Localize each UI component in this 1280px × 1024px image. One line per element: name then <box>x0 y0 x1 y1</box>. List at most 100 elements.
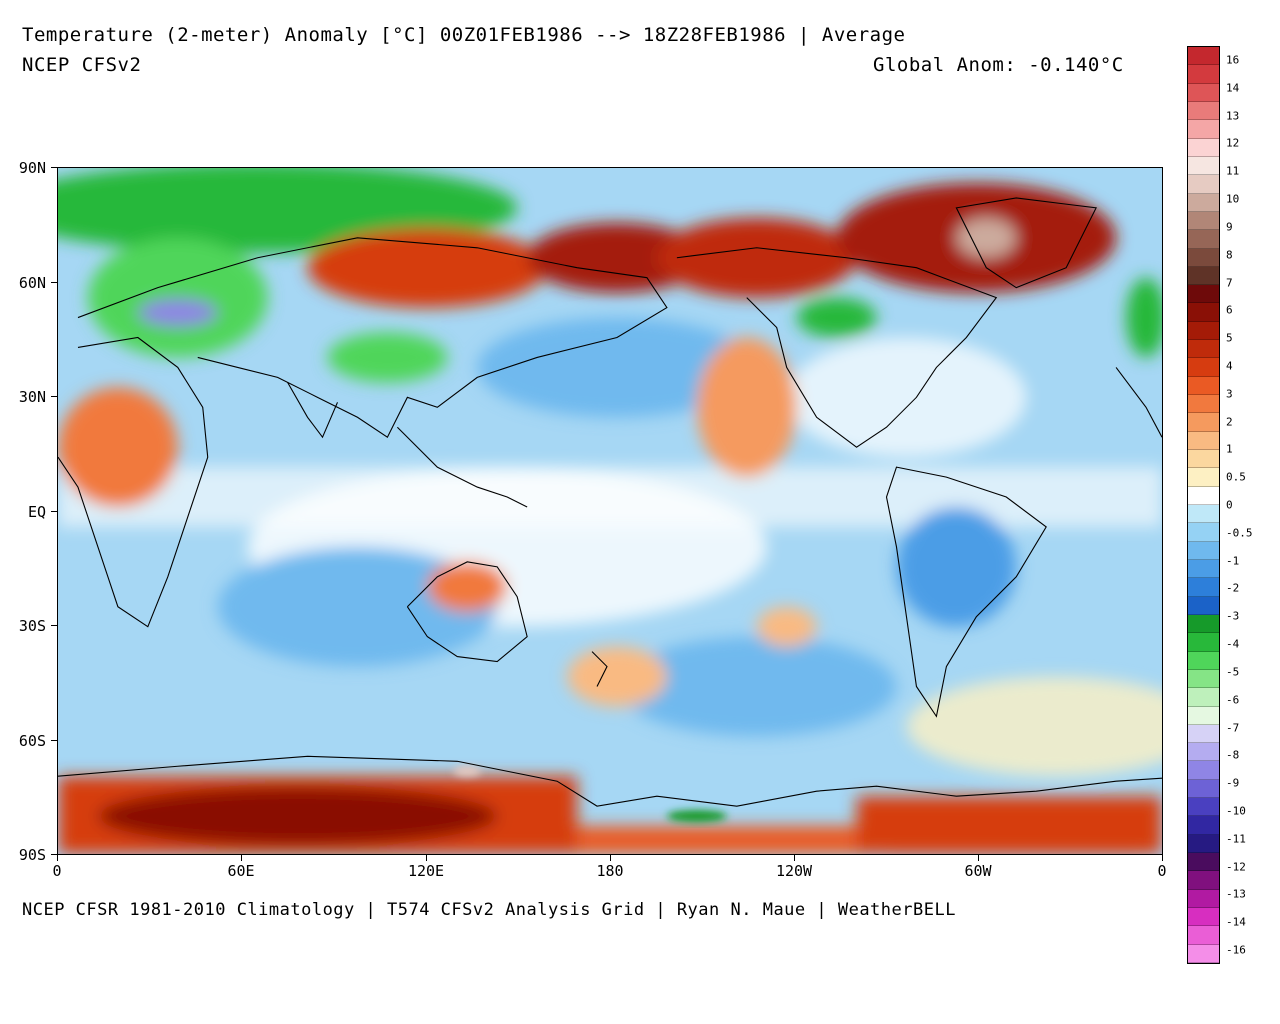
lat-label-60n: 60N <box>18 274 46 292</box>
colorbar-tick-label: -0.5 <box>1226 526 1253 540</box>
colorbar-segment <box>1188 248 1219 267</box>
colorbar-tick-label: -7 <box>1226 721 1240 734</box>
colorbar-segment <box>1188 706 1219 725</box>
colorbar-tick-label: -13 <box>1226 887 1246 901</box>
lon-tick <box>57 855 58 861</box>
lat-tick <box>51 625 57 626</box>
lon-label-60w: 60W <box>964 862 992 880</box>
colorbar-tick-label: -12 <box>1226 860 1246 874</box>
lon-tick <box>1162 855 1163 861</box>
colorbar-tick-label: 9 <box>1226 220 1233 234</box>
colorbar-segment <box>1188 395 1219 414</box>
colorbar-segment <box>1188 669 1219 689</box>
colorbar-segment <box>1188 83 1219 102</box>
colorbar-tick-label: 11 <box>1226 164 1240 178</box>
anomaly-field <box>58 168 1162 854</box>
colorbar-segment <box>1188 724 1219 744</box>
colorbar-segment <box>1188 908 1219 927</box>
colorbar-segment <box>1188 358 1219 377</box>
lat-label-90s: 90S <box>18 846 46 864</box>
colorbar-tick-label: 2 <box>1226 415 1233 429</box>
colorbar-segment <box>1188 450 1219 469</box>
colorbar-segment <box>1188 853 1219 872</box>
colorbar-segment <box>1188 376 1219 396</box>
lon-label-0-end: 0 <box>1157 862 1167 880</box>
colorbar-tick-label: -6 <box>1226 693 1240 707</box>
colorbar-segment <box>1188 798 1219 817</box>
colorbar-segment <box>1188 156 1219 176</box>
colorbar-tick-label: 6 <box>1226 303 1233 317</box>
colorbar-tick-label: 10 <box>1226 192 1240 206</box>
colorbar-tick-label: 1 <box>1226 442 1233 456</box>
lon-label-60e: 60E <box>227 862 255 880</box>
colorbar-segment <box>1188 468 1219 487</box>
colorbar-segment <box>1188 486 1219 505</box>
colorbar-segment <box>1188 889 1219 909</box>
colorbar-segment <box>1188 211 1219 231</box>
colorbar-segment <box>1188 926 1219 945</box>
lat-label-eq: EQ <box>27 503 46 521</box>
colorbar-tick-label: -14 <box>1226 915 1246 929</box>
colorbar-tick-label: -8 <box>1226 748 1240 762</box>
lon-tick <box>794 855 795 861</box>
colorbar-segment <box>1188 285 1219 304</box>
colorbar-tick-label: 3 <box>1226 387 1233 401</box>
colorbar-segment <box>1188 193 1219 212</box>
colorbar-tick-label: -11 <box>1226 832 1246 846</box>
colorbar-segment <box>1188 303 1219 322</box>
colorbar-legend <box>1187 46 1220 964</box>
colorbar-tick-label: 8 <box>1226 248 1233 262</box>
colorbar-segment <box>1188 175 1219 194</box>
colorbar-tick-label: 12 <box>1226 136 1240 150</box>
lat-label-60s: 60S <box>18 732 46 750</box>
map-title: Temperature (2-meter) Anomaly [°C] 00Z01… <box>22 24 906 46</box>
colorbar-segment <box>1188 321 1219 341</box>
colorbar-tick-label: -5 <box>1226 665 1240 679</box>
colorbar-segment <box>1188 761 1219 780</box>
colorbar-segment <box>1188 266 1219 286</box>
colorbar-segment <box>1188 431 1219 451</box>
colorbar-tick-label: -2 <box>1226 581 1240 595</box>
lat-label-30s: 30S <box>18 617 46 635</box>
colorbar-segment <box>1188 743 1219 762</box>
global-anomaly-readout: Global Anom: -0.140°C <box>873 54 1124 76</box>
colorbar-segment <box>1188 633 1219 652</box>
colorbar-tick-label: 4 <box>1226 359 1233 373</box>
lon-label-180: 180 <box>596 862 624 880</box>
lat-label-90n: 90N <box>18 159 46 177</box>
colorbar-tick-label: -10 <box>1226 804 1246 818</box>
colorbar-segment <box>1188 651 1219 670</box>
lat-tick <box>51 854 57 855</box>
lon-label-0: 0 <box>52 862 62 880</box>
colorbar-segment <box>1188 871 1219 890</box>
model-subtitle: NCEP CFSv2 <box>22 54 142 76</box>
colorbar-segment <box>1188 614 1219 634</box>
credits-footer: NCEP CFSR 1981-2010 Climatology | T574 C… <box>22 900 956 920</box>
colorbar-segment <box>1188 505 1219 524</box>
colorbar-segment <box>1188 138 1219 157</box>
lon-tick <box>610 855 611 861</box>
lat-label-30n: 30N <box>18 388 46 406</box>
colorbar-segment <box>1188 47 1219 66</box>
colorbar-tick-label: 5 <box>1226 331 1233 345</box>
lon-tick <box>978 855 979 861</box>
colorbar-segment <box>1188 541 1219 560</box>
colorbar-segment <box>1188 834 1219 854</box>
colorbar-segment <box>1188 230 1219 249</box>
colorbar-tick-label: -9 <box>1226 776 1240 790</box>
colorbar-segment <box>1188 65 1219 84</box>
colorbar-segment <box>1188 559 1219 579</box>
lat-tick <box>51 167 57 168</box>
colorbar-tick-label: -16 <box>1226 943 1246 957</box>
colorbar-segment <box>1188 944 1219 963</box>
lat-tick <box>51 282 57 283</box>
colorbar-segment <box>1188 578 1219 597</box>
colorbar-tick-label: 0 <box>1226 498 1233 512</box>
lon-label-120w: 120W <box>775 862 813 880</box>
colorbar-segment <box>1188 688 1219 707</box>
lat-tick <box>51 396 57 397</box>
lon-tick <box>426 855 427 861</box>
lon-tick <box>241 855 242 861</box>
colorbar-segment <box>1188 120 1219 139</box>
colorbar-tick-label: 13 <box>1226 109 1240 123</box>
